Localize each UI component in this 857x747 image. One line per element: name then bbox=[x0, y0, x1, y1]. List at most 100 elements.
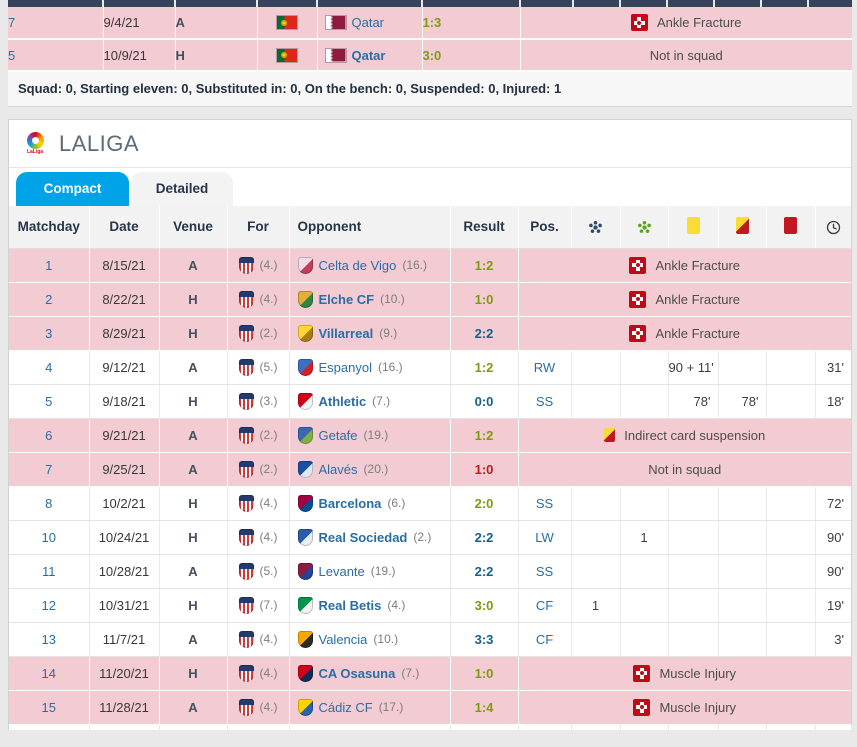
for-team-rank[interactable]: (2.) bbox=[259, 428, 278, 442]
opponent-link[interactable]: Elche CF bbox=[318, 291, 375, 307]
for-team-rank[interactable]: (2.) bbox=[259, 462, 278, 476]
matchday-link[interactable]: 5 bbox=[45, 393, 53, 409]
result-link[interactable]: 0:0 bbox=[474, 393, 494, 409]
for-team-rank[interactable]: (7.) bbox=[259, 598, 278, 612]
atletico-madrid-badge[interactable] bbox=[238, 494, 254, 512]
position-link[interactable]: SS bbox=[535, 563, 554, 579]
opponent-link[interactable]: Athletic bbox=[318, 393, 367, 409]
matchday-link[interactable]: 1 bbox=[45, 257, 53, 273]
position-link[interactable]: SS bbox=[535, 393, 554, 409]
alaves-badge[interactable] bbox=[297, 460, 313, 478]
opponent-link[interactable]: Barcelona bbox=[318, 495, 382, 511]
opponent-rank[interactable]: (7.) bbox=[372, 394, 391, 408]
opponent-link[interactable]: Real Sociedad bbox=[318, 529, 408, 545]
opponent-rank[interactable]: (7.) bbox=[401, 666, 420, 680]
elche-cf-badge[interactable] bbox=[297, 290, 313, 308]
celta-de-vigo-badge[interactable] bbox=[297, 256, 313, 274]
opponent-link[interactable]: Cádiz CF bbox=[318, 699, 373, 715]
real-betis-badge[interactable] bbox=[297, 596, 313, 614]
for-team-rank[interactable]: (4.) bbox=[259, 666, 278, 680]
result-link[interactable]: 3:0 bbox=[422, 47, 442, 63]
opponent-rank[interactable]: (10.) bbox=[373, 632, 399, 646]
atletico-madrid-badge[interactable] bbox=[238, 460, 254, 478]
atletico-madrid-badge[interactable] bbox=[238, 426, 254, 444]
result-link[interactable]: 1:2 bbox=[474, 427, 494, 443]
espanyol-badge[interactable] bbox=[297, 358, 313, 376]
matchday-link[interactable]: 4 bbox=[45, 359, 53, 375]
opponent-rank[interactable]: (16.) bbox=[402, 258, 428, 272]
opponent-link[interactable]: Qatar bbox=[351, 47, 386, 63]
atletico-madrid-badge[interactable] bbox=[238, 392, 254, 410]
result-link[interactable]: 2:2 bbox=[474, 325, 494, 341]
villarreal-badge[interactable] bbox=[297, 324, 313, 342]
opponent-link[interactable]: Espanyol bbox=[318, 359, 372, 375]
for-team-rank[interactable]: (4.) bbox=[259, 700, 278, 714]
atletico-madrid-badge[interactable] bbox=[238, 664, 254, 682]
atletico-madrid-badge[interactable] bbox=[238, 562, 254, 580]
opponent-rank[interactable]: (19.) bbox=[363, 428, 389, 442]
position-link[interactable]: CF bbox=[535, 631, 554, 647]
for-team-rank[interactable]: (3.) bbox=[259, 394, 278, 408]
valencia-badge[interactable] bbox=[297, 630, 313, 648]
opponent-link[interactable]: Qatar bbox=[351, 15, 385, 30]
atletico-madrid-badge[interactable] bbox=[238, 596, 254, 614]
matchday-link[interactable]: 8 bbox=[45, 495, 53, 511]
for-team-rank[interactable]: (4.) bbox=[259, 632, 278, 646]
result-link[interactable]: 1:0 bbox=[474, 461, 494, 477]
for-team-rank[interactable]: (4.) bbox=[259, 258, 278, 272]
tab-detailed[interactable]: Detailed bbox=[131, 172, 233, 206]
real-sociedad-badge[interactable] bbox=[297, 528, 313, 546]
result-link[interactable]: 2:0 bbox=[474, 495, 494, 511]
atletico-madrid-badge[interactable] bbox=[238, 290, 254, 308]
position-link[interactable]: CF bbox=[535, 597, 554, 613]
result-link[interactable]: 1:0 bbox=[474, 665, 494, 681]
result-link[interactable]: 1:2 bbox=[474, 359, 494, 375]
matchday-link[interactable]: 11 bbox=[42, 563, 56, 579]
matchday-link[interactable]: 2 bbox=[45, 291, 53, 307]
opponent-link[interactable]: Celta de Vigo bbox=[318, 257, 397, 273]
opponent-rank[interactable]: (9.) bbox=[379, 326, 398, 340]
result-link[interactable]: 1:3 bbox=[422, 15, 442, 30]
athletic-badge[interactable] bbox=[297, 392, 313, 410]
result-link[interactable]: 3:3 bbox=[474, 631, 494, 647]
cadiz-cf-badge[interactable] bbox=[297, 698, 313, 716]
matchday-link[interactable]: 14 bbox=[41, 665, 56, 681]
result-link[interactable]: 2:2 bbox=[474, 563, 494, 579]
matchday-link[interactable]: 7 bbox=[45, 461, 53, 477]
opponent-link[interactable]: Real Betis bbox=[318, 597, 382, 613]
atletico-madrid-badge[interactable] bbox=[238, 358, 254, 376]
matchday-link[interactable]: 10 bbox=[41, 529, 56, 545]
atletico-madrid-badge[interactable] bbox=[238, 698, 254, 716]
matchday-link[interactable]: 5 bbox=[8, 47, 16, 63]
result-link[interactable]: 2:2 bbox=[474, 529, 494, 545]
position-link[interactable]: LW bbox=[535, 529, 554, 545]
position-link[interactable]: SS bbox=[535, 495, 554, 511]
for-team-rank[interactable]: (4.) bbox=[259, 530, 278, 544]
matchday-link[interactable]: 12 bbox=[41, 597, 56, 613]
for-team-rank[interactable]: (5.) bbox=[259, 564, 278, 578]
opponent-rank[interactable]: (19.) bbox=[370, 564, 396, 578]
opponent-rank[interactable]: (17.) bbox=[378, 700, 404, 714]
opponent-rank[interactable]: (16.) bbox=[377, 360, 403, 374]
atletico-madrid-badge[interactable] bbox=[238, 256, 254, 274]
opponent-rank[interactable]: (4.) bbox=[387, 598, 406, 612]
matchday-link[interactable]: 15 bbox=[41, 699, 56, 715]
opponent-link[interactable]: CA Osasuna bbox=[318, 665, 396, 681]
matchday-link[interactable]: 7 bbox=[8, 15, 16, 30]
opponent-link[interactable]: Getafe bbox=[318, 427, 358, 443]
barcelona-badge[interactable] bbox=[297, 494, 313, 512]
matchday-link[interactable]: 3 bbox=[45, 325, 53, 341]
result-link[interactable]: 1:2 bbox=[474, 257, 494, 273]
opponent-link[interactable]: Villarreal bbox=[318, 325, 374, 341]
opponent-link[interactable]: Valencia bbox=[318, 631, 368, 647]
result-link[interactable]: 3:0 bbox=[474, 597, 494, 613]
opponent-rank[interactable]: (10.) bbox=[380, 292, 405, 306]
matchday-link[interactable]: 6 bbox=[45, 427, 53, 443]
opponent-rank[interactable]: (2.) bbox=[413, 530, 432, 544]
opponent-link[interactable]: Levante bbox=[318, 563, 365, 579]
result-link[interactable]: 1:4 bbox=[474, 699, 494, 715]
for-team-rank[interactable]: (2.) bbox=[259, 326, 278, 340]
atletico-madrid-badge[interactable] bbox=[238, 528, 254, 546]
matchday-link[interactable]: 13 bbox=[41, 631, 56, 647]
opponent-rank[interactable]: (20.) bbox=[363, 462, 389, 476]
